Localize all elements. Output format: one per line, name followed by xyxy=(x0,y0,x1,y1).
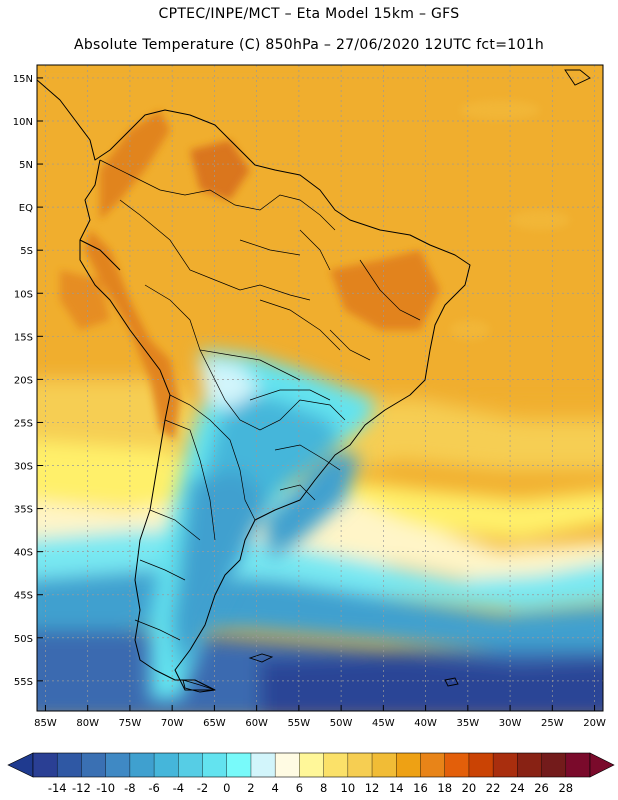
legend-swatch xyxy=(372,753,397,777)
legend-swatch xyxy=(105,753,131,777)
color-legend: -14 -12 -10 -8 -6 -4 -2 0 2 4 6 8 10 12 14 16 18 20 22 24 26… xyxy=(7,752,615,795)
legend-swatch xyxy=(202,753,228,777)
legend-tick-label: -14 xyxy=(48,781,67,795)
legend-tick-label: 4 xyxy=(272,781,279,795)
map-subtitle: Absolute Temperature (C) 850hPa – 27/06/… xyxy=(73,37,545,53)
legend-swatch xyxy=(493,753,518,777)
lon-label: 80W xyxy=(76,718,99,729)
legend-tick-label: -6 xyxy=(148,781,159,795)
legend-tick-label: 16 xyxy=(413,781,428,795)
legend-swatch xyxy=(517,753,542,777)
lat-label: 35S xyxy=(14,505,33,516)
legend-swatch xyxy=(444,753,470,777)
legend-swatch xyxy=(81,753,106,777)
lon-label: 30W xyxy=(499,718,522,729)
lon-label: 35W xyxy=(457,718,480,729)
legend-swatch xyxy=(154,753,179,777)
legend-tick-label: -4 xyxy=(173,781,184,795)
legend-tick-label: -12 xyxy=(72,781,91,795)
legend-tick-label: 26 xyxy=(534,781,549,795)
legend-swatch xyxy=(250,753,276,777)
temperature-map: 15N 10N 5N EQ 5S 10S 15S 20S 25S 30S 35S 40S 45S 50S 5… xyxy=(13,64,606,729)
lon-label: 70W xyxy=(161,718,184,729)
legend-tick-label: 28 xyxy=(558,781,573,795)
lon-label: 65W xyxy=(203,718,226,729)
legend-swatch xyxy=(129,753,155,777)
legend-swatch xyxy=(323,753,349,777)
legend-tick-label: 20 xyxy=(462,781,477,795)
legend-tick-label: 22 xyxy=(486,781,501,795)
legend-swatch xyxy=(396,753,421,777)
legend-tick-label: 14 xyxy=(389,781,404,795)
lat-label: 50S xyxy=(14,634,33,645)
lat-label: EQ xyxy=(19,203,33,214)
temperature-field xyxy=(37,65,603,711)
coastline xyxy=(37,79,471,691)
legend-swatch xyxy=(275,753,300,777)
lat-label: 45S xyxy=(14,591,33,602)
lon-label: 20W xyxy=(583,718,606,729)
lat-label: 20S xyxy=(14,375,33,386)
lat-label: 30S xyxy=(14,462,33,473)
legend-swatch xyxy=(226,753,252,777)
legend-tick-label: 24 xyxy=(510,781,525,795)
lat-label: 55S xyxy=(14,677,33,688)
lon-label: 55W xyxy=(288,718,311,729)
legend-tick-label: 2 xyxy=(247,781,254,795)
legend-max-arrow xyxy=(589,752,615,778)
map-axis-ticks: 15N 10N 5N EQ 5S 10S 15S 20S 25S 30S 35S 40S 45S 50S 5… xyxy=(13,74,606,729)
lat-label: 40S xyxy=(14,548,33,559)
lon-label: 75W xyxy=(119,718,142,729)
lat-label: 5S xyxy=(20,246,33,257)
legend-swatch xyxy=(420,753,445,777)
lon-label: 40W xyxy=(414,718,437,729)
lon-label: 25W xyxy=(541,718,564,729)
legend-swatch xyxy=(57,753,82,777)
lat-label: 15N xyxy=(13,74,33,85)
islands xyxy=(182,69,591,693)
legend-swatch xyxy=(33,753,58,777)
lon-label: 45W xyxy=(372,718,395,729)
legend-tick-label: 10 xyxy=(341,781,356,795)
legend-tick-label: 6 xyxy=(296,781,303,795)
lat-label: 10S xyxy=(14,289,33,300)
legend-swatch xyxy=(565,753,591,777)
lat-label: 25S xyxy=(14,418,33,429)
map-frame xyxy=(36,64,604,712)
legend-swatch xyxy=(541,753,567,777)
legend-swatch xyxy=(299,753,324,777)
legend-tick-label: 8 xyxy=(320,781,327,795)
legend-tick-label: -2 xyxy=(197,781,208,795)
lon-label: 60W xyxy=(245,718,268,729)
legend-tick-label: 12 xyxy=(365,781,380,795)
legend-min-arrow xyxy=(7,752,34,778)
legend-swatch xyxy=(178,753,203,777)
lon-label: 50W xyxy=(330,718,353,729)
lat-label: 15S xyxy=(14,332,33,343)
legend-tick-label: -8 xyxy=(124,781,135,795)
legend-swatch xyxy=(468,753,494,777)
legend-tick-label: 0 xyxy=(223,781,230,795)
map-title: CPTEC/INPE/MCT – Eta Model 15km – GFS xyxy=(158,6,460,22)
lon-label: 85W xyxy=(34,718,57,729)
legend-swatch xyxy=(347,753,373,777)
legend-tick-label: -10 xyxy=(96,781,115,795)
country-borders xyxy=(99,159,421,641)
lat-label: 10N xyxy=(13,117,33,128)
lat-label: 5N xyxy=(19,160,33,171)
map-gridlines xyxy=(37,65,603,711)
legend-tick-label: 18 xyxy=(437,781,452,795)
